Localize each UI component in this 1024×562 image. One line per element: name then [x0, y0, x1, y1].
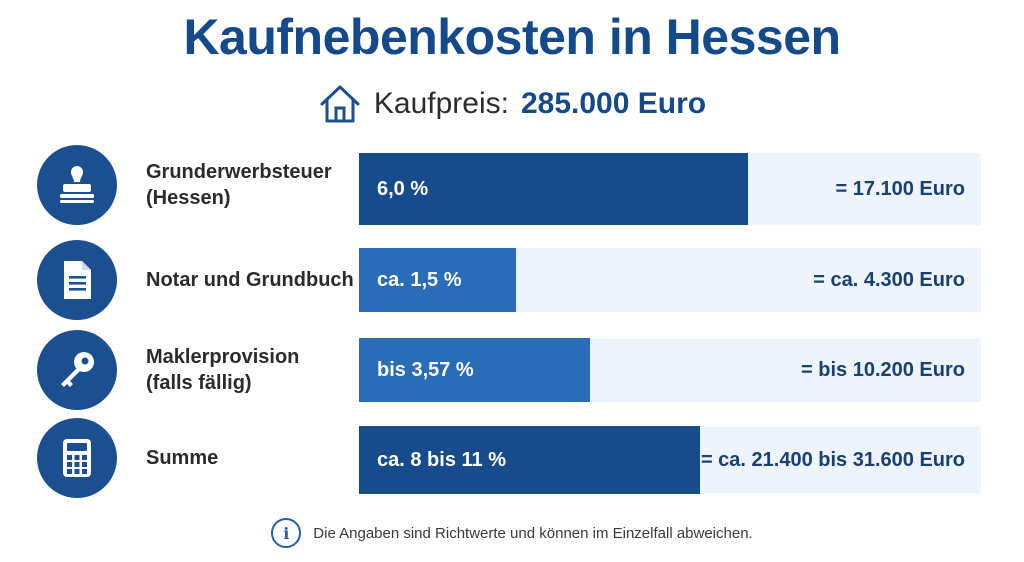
category-label: Notar und Grundbuch: [146, 269, 354, 291]
bar: ca. 8 bis 11 %: [359, 426, 700, 494]
bar-track: 6,0 % = 17.100 Euro: [359, 153, 981, 225]
page-title: Kaufnebenkosten in Hessen: [183, 9, 841, 65]
icon-circle: [37, 145, 117, 225]
amount-label: = ca. 21.400 bis 31.600 Euro: [700, 448, 965, 471]
bar-track: bis 3,57 % = bis 10.200 Euro: [359, 338, 981, 402]
icon-circle: [37, 330, 117, 410]
footnote-text: Die Angaben sind Richtwerte und können i…: [313, 524, 753, 542]
price-label: Kaufpreis:: [373, 87, 509, 120]
house-icon: [320, 85, 360, 123]
amount-label: = bis 10.200 Euro: [801, 358, 965, 381]
key-icon: [61, 352, 94, 387]
row-grunderwerbsteuer: Grunderwerbsteuer (Hessen) 6,0 % = 17.10…: [0, 145, 1024, 225]
category-label: Grunderwerbsteuer (Hessen): [146, 161, 332, 209]
icon-circle: [37, 240, 117, 320]
purchase-price: Kaufpreis: 285.000 Euro: [0, 82, 1024, 126]
bar: bis 3,57 %: [359, 338, 591, 402]
bar-label: ca. 1,5 %: [377, 268, 462, 291]
row-summe: Summe ca. 8 bis 11 % = ca. 21.400 bis 31…: [0, 418, 1024, 498]
icon-circle: [37, 418, 117, 498]
price-value: 285.000 Euro: [520, 87, 707, 120]
amount-label: = 17.100 Euro: [835, 177, 965, 200]
bar-label: 6,0 %: [377, 177, 429, 200]
row-maklerprovision: Maklerprovision (falls fällig) bis 3,57 …: [0, 330, 1024, 410]
footnote: i Die Angaben sind Richtwerte und können…: [0, 518, 1024, 548]
stamp-icon: [60, 166, 94, 203]
category-label: Maklerprovision (falls fällig): [146, 346, 300, 394]
row-notar: Notar und Grundbuch ca. 1,5 % = ca. 4.30…: [0, 240, 1024, 320]
bar-label: ca. 8 bis 11 %: [377, 448, 506, 471]
bar-track: ca. 8 bis 11 % = ca. 21.400 bis 31.600 E…: [359, 426, 981, 494]
row-label: Maklerprovision (falls fällig): [146, 330, 356, 410]
bar-label: bis 3,57 %: [377, 358, 474, 381]
row-label: Notar und Grundbuch: [146, 240, 356, 320]
bar: ca. 1,5 %: [359, 248, 517, 312]
category-label: Summe: [146, 447, 219, 469]
bar: 6,0 %: [359, 153, 748, 225]
amount-label: = ca. 4.300 Euro: [813, 268, 965, 291]
calculator-icon: [63, 439, 91, 477]
bar-track: ca. 1,5 % = ca. 4.300 Euro: [359, 248, 981, 312]
row-label: Grunderwerbsteuer (Hessen): [146, 145, 356, 225]
info-icon: i: [271, 518, 302, 548]
document-icon: [64, 261, 91, 299]
row-label: Summe: [146, 418, 356, 498]
